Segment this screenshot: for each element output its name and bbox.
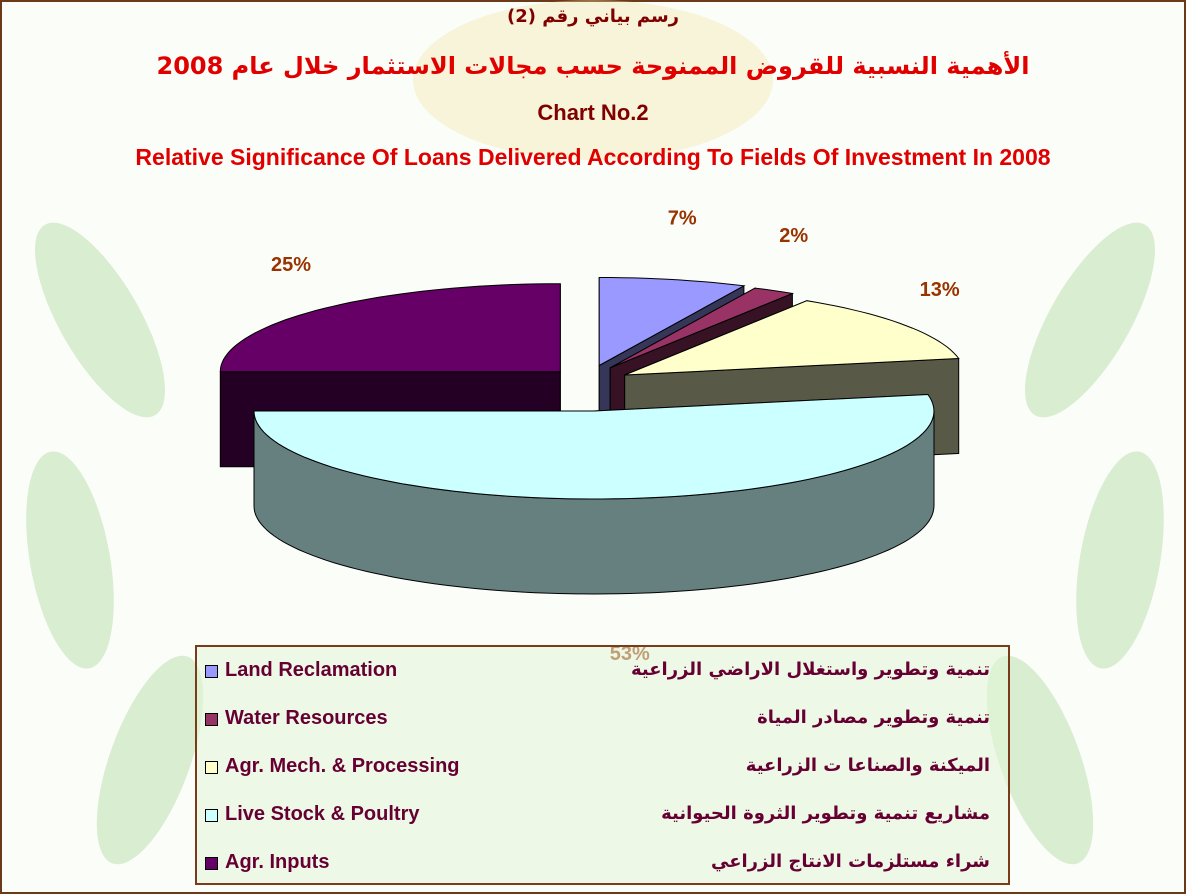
legend-swatch xyxy=(205,665,218,678)
legend-item: Land Reclamation تنمية وتطوير واستغلال ال… xyxy=(197,657,1008,687)
legend-label: Agr. Inputs xyxy=(225,851,329,874)
legend-label-arabic: الميكنة والصناعا ت الزراعية xyxy=(746,755,990,776)
data-label: 13% xyxy=(920,279,960,301)
legend-item: Agr. Mech. & Processing الميكنة والصناعا … xyxy=(197,753,1008,783)
legend-label-arabic: تنمية وتطوير مصادر المياة xyxy=(757,707,990,728)
legend-swatch xyxy=(205,761,218,774)
legend-swatch xyxy=(205,857,218,870)
legend-item: Agr. Inputs شراء مستلزمات الانتاج الزراعي xyxy=(197,849,1008,879)
data-label: 7% xyxy=(668,208,697,230)
data-label: 2% xyxy=(779,225,808,247)
chart-title: Relative Significance Of Loans Delivered… xyxy=(20,138,1166,176)
legend-label-arabic: شراء مستلزمات الانتاج الزراعي xyxy=(711,851,990,872)
legend-label: Live Stock & Poultry xyxy=(225,803,420,826)
chart-title-arabic: الأهمية النسبية للقروض الممنوحة حسب مجال… xyxy=(20,52,1166,80)
legend-swatch xyxy=(205,809,218,822)
legend-label-arabic: مشاريع تنمية وتطوير الثروة الحيوانية xyxy=(661,803,990,824)
legend-swatch xyxy=(205,713,218,726)
chart-number: Chart No.2 xyxy=(20,100,1166,126)
data-label: 25% xyxy=(271,254,311,276)
legend-label: Agr. Mech. & Processing xyxy=(225,755,460,778)
legend-item: Water Resources تنمية وتطوير مصادر المياة xyxy=(197,705,1008,735)
legend-label: Land Reclamation xyxy=(225,659,397,682)
legend-item: Live Stock & Poultry مشاريع تنمية وتطوير … xyxy=(197,801,1008,831)
legend: Land Reclamation تنمية وتطوير واستغلال ال… xyxy=(195,645,1010,885)
legend-label: Water Resources xyxy=(225,707,388,730)
page: 7%2%25%13%53% رسم بياني رقم (2) الأهمية … xyxy=(0,0,1186,894)
chart-subtitle: رسم بياني رقم (2) xyxy=(20,6,1166,27)
legend-label-arabic: تنمية وتطوير واستغلال الاراضي الزراعية xyxy=(631,659,990,680)
